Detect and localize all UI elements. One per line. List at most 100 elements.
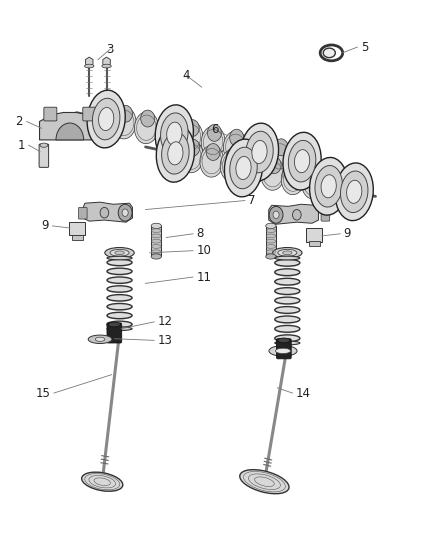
Ellipse shape (275, 279, 300, 286)
Text: 3: 3 (106, 43, 114, 55)
Ellipse shape (261, 158, 285, 190)
Ellipse shape (151, 223, 162, 229)
Ellipse shape (81, 472, 123, 491)
Ellipse shape (246, 131, 273, 173)
Ellipse shape (161, 113, 188, 155)
Ellipse shape (223, 131, 247, 163)
Ellipse shape (162, 133, 189, 174)
Ellipse shape (107, 260, 132, 266)
Bar (151, 226, 162, 256)
Ellipse shape (107, 286, 132, 293)
Ellipse shape (141, 110, 155, 127)
Bar (308, 241, 320, 246)
Ellipse shape (230, 129, 244, 146)
Ellipse shape (90, 102, 114, 134)
Text: 9: 9 (42, 220, 49, 232)
Ellipse shape (206, 143, 220, 160)
Ellipse shape (168, 142, 183, 165)
Ellipse shape (159, 136, 183, 168)
Ellipse shape (151, 254, 162, 259)
Ellipse shape (276, 348, 290, 353)
Ellipse shape (99, 108, 114, 131)
Ellipse shape (226, 148, 240, 165)
Ellipse shape (108, 322, 120, 327)
Ellipse shape (157, 117, 180, 149)
Ellipse shape (275, 326, 300, 333)
Ellipse shape (88, 335, 112, 343)
Ellipse shape (283, 251, 292, 255)
Ellipse shape (321, 175, 336, 198)
Ellipse shape (322, 172, 346, 204)
Ellipse shape (275, 335, 300, 343)
Ellipse shape (102, 64, 111, 68)
Text: 1: 1 (18, 139, 25, 152)
Ellipse shape (107, 269, 132, 276)
FancyBboxPatch shape (78, 207, 87, 219)
Text: 14: 14 (296, 386, 311, 400)
Bar (71, 235, 83, 240)
Polygon shape (85, 57, 93, 67)
Ellipse shape (308, 165, 322, 182)
Ellipse shape (236, 156, 251, 180)
Ellipse shape (107, 322, 132, 328)
Ellipse shape (290, 145, 314, 177)
Ellipse shape (40, 143, 48, 147)
Text: 7: 7 (248, 194, 256, 207)
Ellipse shape (275, 256, 300, 260)
Ellipse shape (107, 256, 132, 260)
Ellipse shape (349, 174, 363, 191)
Ellipse shape (278, 249, 297, 256)
Ellipse shape (166, 135, 180, 152)
Ellipse shape (294, 150, 310, 173)
Text: 15: 15 (35, 386, 50, 400)
Ellipse shape (266, 223, 276, 229)
Ellipse shape (201, 126, 225, 158)
Ellipse shape (107, 278, 132, 284)
Ellipse shape (107, 304, 132, 311)
Ellipse shape (118, 106, 133, 122)
Circle shape (122, 209, 128, 216)
Text: 6: 6 (211, 123, 219, 136)
Ellipse shape (275, 341, 300, 345)
Ellipse shape (95, 337, 105, 342)
Ellipse shape (220, 150, 244, 182)
Wedge shape (56, 123, 84, 140)
Ellipse shape (297, 143, 311, 160)
Ellipse shape (287, 161, 301, 178)
Ellipse shape (252, 134, 266, 151)
Ellipse shape (267, 157, 281, 174)
Ellipse shape (208, 124, 222, 141)
Ellipse shape (246, 135, 269, 167)
Circle shape (293, 209, 301, 220)
Circle shape (269, 206, 283, 223)
Ellipse shape (179, 122, 203, 154)
Polygon shape (39, 112, 100, 140)
Ellipse shape (96, 101, 110, 117)
Ellipse shape (240, 470, 289, 494)
Circle shape (118, 204, 132, 221)
Ellipse shape (288, 140, 316, 182)
Ellipse shape (105, 247, 134, 258)
Ellipse shape (163, 115, 177, 132)
Ellipse shape (275, 307, 300, 314)
Ellipse shape (268, 140, 292, 172)
Circle shape (100, 207, 109, 218)
Bar (306, 228, 322, 241)
Ellipse shape (283, 132, 321, 190)
Ellipse shape (230, 147, 257, 189)
Text: 13: 13 (158, 334, 173, 347)
Bar (266, 226, 276, 256)
Circle shape (273, 211, 279, 219)
Ellipse shape (107, 295, 132, 302)
Ellipse shape (328, 170, 342, 187)
Ellipse shape (275, 260, 300, 267)
Ellipse shape (302, 167, 325, 199)
Ellipse shape (281, 163, 305, 195)
Ellipse shape (156, 125, 194, 182)
Ellipse shape (155, 105, 194, 163)
Ellipse shape (342, 176, 366, 208)
Ellipse shape (346, 180, 362, 203)
Text: 4: 4 (183, 69, 191, 82)
FancyBboxPatch shape (321, 209, 330, 221)
Ellipse shape (275, 298, 300, 305)
